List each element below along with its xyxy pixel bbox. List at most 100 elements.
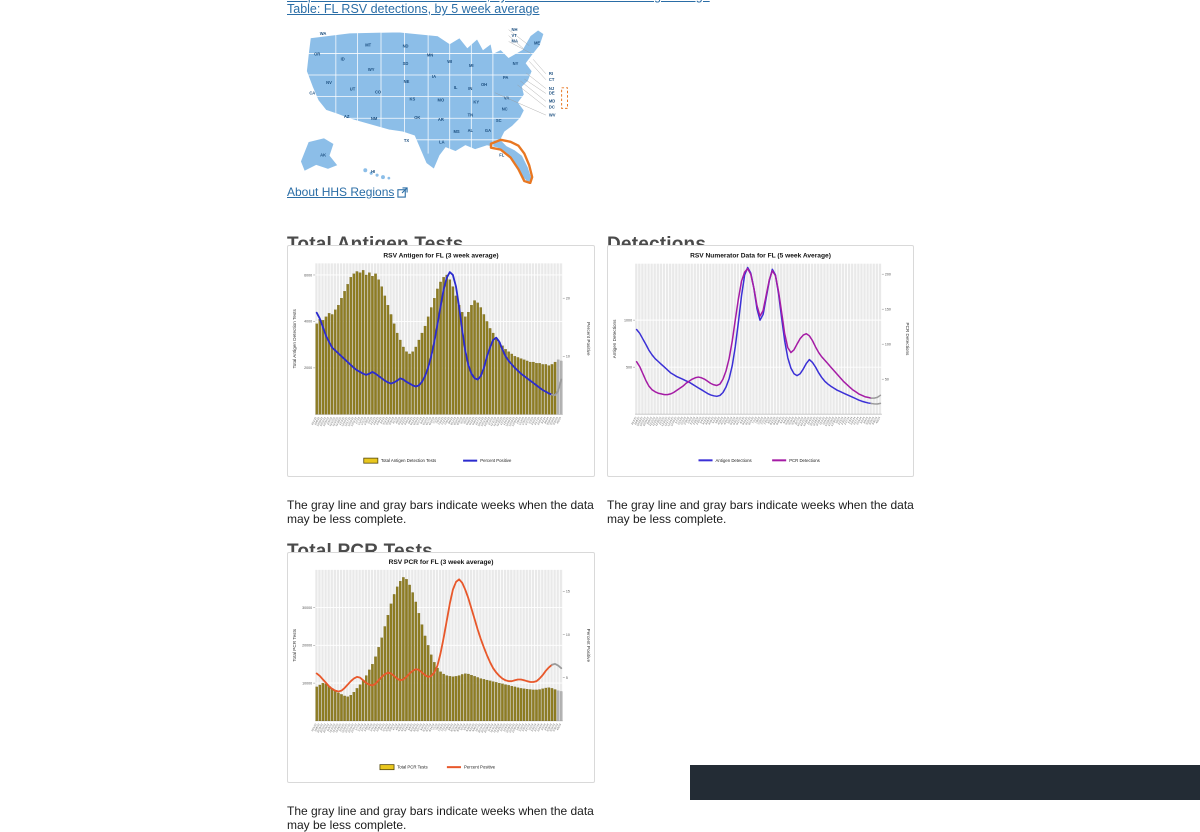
svg-text:3/11/23: 3/11/23 — [381, 722, 389, 732]
svg-text:10/8/22: 10/8/22 — [633, 415, 641, 425]
svg-text:10/7/23: 10/7/23 — [474, 416, 482, 426]
svg-text:3/30/24: 3/30/24 — [551, 722, 559, 732]
us-hhs-map[interactable]: WA MT ND MN OR ID WY SD WI MI NY ME NV UT CO NE IA IL IN OH… — [287, 24, 582, 184]
svg-text:3/23/24: 3/23/24 — [867, 415, 875, 425]
svg-text:10: 10 — [566, 355, 570, 359]
state-label-IA: IA — [432, 74, 436, 79]
svg-text:6/3/23: 6/3/23 — [419, 722, 426, 731]
state-label-NM: NM — [371, 116, 378, 121]
right-axis-label: PCR Detections — [905, 323, 910, 356]
svg-text:12/17/22: 12/17/22 — [663, 415, 672, 426]
svg-text:3/25/23: 3/25/23 — [707, 415, 715, 425]
state-label-AL: AL — [468, 128, 474, 133]
graph-view-link[interactable]: Graph: FL RSV tests and detections, by 3… — [287, 0, 710, 3]
svg-text:3/16/24: 3/16/24 — [545, 416, 553, 426]
svg-text:2/10/24: 2/10/24 — [530, 416, 538, 426]
us-map-svg[interactable]: WA MT ND MN OR ID WY SD WI MI NY ME NV UT CO NE IA IL IN OH… — [287, 24, 582, 184]
legend-label: Percent Positive — [480, 458, 512, 463]
svg-text:8/19/23: 8/19/23 — [772, 415, 780, 425]
svg-text:12/9/23: 12/9/23 — [502, 722, 510, 732]
svg-text:9/30/23: 9/30/23 — [471, 722, 479, 732]
state-label-MN: MN — [427, 52, 433, 57]
svg-text:6/10/23: 6/10/23 — [421, 722, 429, 732]
svg-text:3/25/23: 3/25/23 — [387, 722, 395, 732]
svg-text:1/14/23: 1/14/23 — [356, 722, 364, 732]
svg-text:5/27/23: 5/27/23 — [415, 416, 423, 426]
svg-text:3/18/23: 3/18/23 — [704, 415, 712, 425]
svg-text:10/21/23: 10/21/23 — [480, 416, 489, 427]
svg-text:12/30/23: 12/30/23 — [830, 415, 839, 426]
svg-text:2/18/23: 2/18/23 — [372, 416, 380, 426]
svg-text:1/28/23: 1/28/23 — [682, 415, 690, 425]
state-label-TX: TX — [404, 138, 410, 143]
svg-text:9/9/23: 9/9/23 — [462, 722, 469, 731]
svg-text:5/13/23: 5/13/23 — [729, 415, 737, 425]
svg-text:12/3/22: 12/3/22 — [338, 722, 346, 732]
right-axis-label: Percent Positive — [586, 322, 591, 356]
state-label-NY: NY — [513, 61, 519, 66]
svg-text:8/5/23: 8/5/23 — [447, 416, 454, 425]
state-label-NE: NE — [404, 79, 410, 84]
svg-text:9/9/23: 9/9/23 — [462, 416, 469, 425]
svg-text:12/2/23: 12/2/23 — [499, 416, 507, 426]
state-label-MO: MO — [438, 98, 445, 103]
svg-text:9/16/23: 9/16/23 — [465, 416, 473, 426]
svg-text:12/16/23: 12/16/23 — [504, 722, 513, 733]
svg-text:7/15/23: 7/15/23 — [756, 415, 764, 425]
svg-text:200: 200 — [885, 272, 891, 276]
svg-text:2/18/23: 2/18/23 — [372, 722, 380, 732]
svg-text:9/2/23: 9/2/23 — [459, 722, 466, 731]
callout-label-MD: MD — [549, 99, 555, 104]
svg-text:12/3/22: 12/3/22 — [338, 416, 346, 426]
svg-text:2000: 2000 — [304, 366, 312, 370]
external-link-icon — [397, 186, 409, 198]
svg-text:11/18/23: 11/18/23 — [811, 415, 819, 426]
svg-text:1/21/23: 1/21/23 — [679, 415, 687, 425]
svg-text:7/1/23: 7/1/23 — [431, 416, 438, 425]
svg-text:11/26/22: 11/26/22 — [334, 416, 342, 427]
svg-text:3/2/24: 3/2/24 — [540, 416, 547, 425]
svg-text:4/6/24: 4/6/24 — [874, 415, 881, 424]
svg-text:3/30/24: 3/30/24 — [551, 416, 559, 426]
svg-text:3/23/24: 3/23/24 — [548, 416, 556, 426]
svg-text:4/1/23: 4/1/23 — [391, 416, 398, 425]
state-label-PA: PA — [503, 75, 508, 80]
state-label-HI: HI — [371, 169, 375, 174]
svg-text:10: 10 — [566, 633, 570, 637]
state-label-SC: SC — [496, 118, 502, 123]
svg-text:1/27/24: 1/27/24 — [524, 722, 532, 732]
svg-text:100: 100 — [885, 342, 891, 346]
svg-text:10/1/22: 10/1/22 — [630, 415, 638, 425]
svg-text:1/7/23: 1/7/23 — [674, 415, 681, 424]
svg-text:7/15/23: 7/15/23 — [437, 722, 445, 732]
svg-text:6/17/23: 6/17/23 — [744, 415, 752, 425]
state-label-IN: IN — [468, 86, 472, 91]
table-view-link[interactable]: Table: FL RSV detections, by 5 week aver… — [287, 2, 540, 16]
svg-text:12/23/23: 12/23/23 — [827, 415, 836, 426]
state-label-KY: KY — [473, 100, 479, 105]
svg-text:9/23/23: 9/23/23 — [787, 415, 795, 425]
svg-text:10/7/23: 10/7/23 — [474, 722, 482, 732]
svg-text:1/13/24: 1/13/24 — [517, 416, 525, 426]
view-links: Graph: FL RSV tests and detections, by 3… — [287, 0, 710, 16]
svg-text:2/24/24: 2/24/24 — [536, 722, 544, 732]
svg-text:12/2/23: 12/2/23 — [818, 415, 826, 425]
svg-text:11/18/23: 11/18/23 — [492, 722, 500, 733]
left-axis-label: Antigen Detections — [612, 319, 617, 358]
svg-text:7/22/23: 7/22/23 — [440, 722, 448, 732]
svg-text:11/12/22: 11/12/22 — [328, 416, 336, 427]
svg-text:6/10/23: 6/10/23 — [741, 415, 749, 425]
svg-text:3/2/24: 3/2/24 — [859, 415, 866, 424]
footer-band — [690, 765, 1200, 800]
svg-text:4/15/23: 4/15/23 — [397, 722, 405, 732]
svg-text:5: 5 — [566, 676, 568, 680]
about-hhs-regions-link[interactable]: About HHS Regions — [287, 185, 409, 199]
svg-text:4000: 4000 — [304, 320, 312, 324]
antigen-tests-chart: RSV Antigen for FL (3 week average) 2000 4… — [287, 245, 595, 477]
svg-text:2/11/23: 2/11/23 — [689, 415, 697, 425]
state-label-SD: SD — [403, 61, 409, 66]
svg-text:11/5/22: 11/5/22 — [326, 416, 334, 426]
svg-text:150: 150 — [885, 307, 891, 311]
svg-text:12/10/22: 12/10/22 — [340, 722, 349, 733]
svg-text:12/9/23: 12/9/23 — [502, 416, 510, 426]
